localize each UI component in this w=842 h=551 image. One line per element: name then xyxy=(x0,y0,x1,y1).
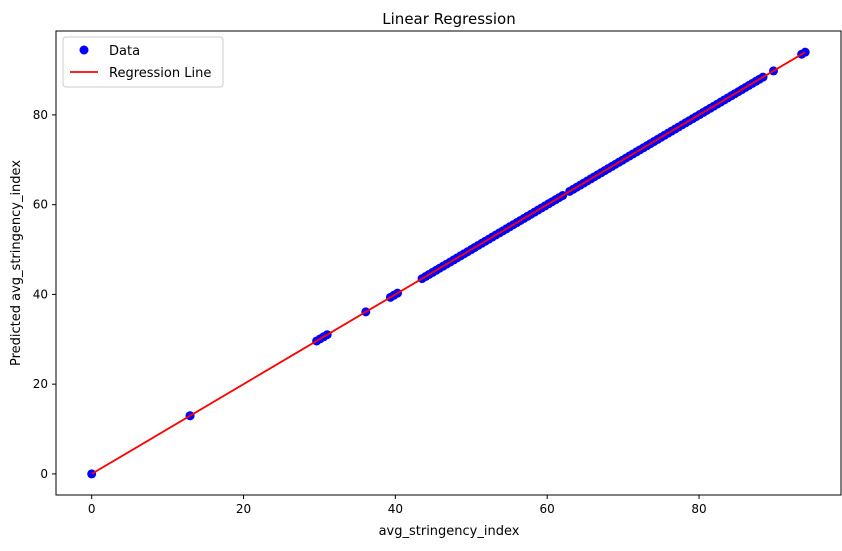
x-tick-label: 20 xyxy=(236,502,251,516)
x-tick-label: 60 xyxy=(540,502,555,516)
legend: Data Regression Line xyxy=(62,36,224,88)
x-axis-label: avg_stringency_index xyxy=(379,524,520,539)
x-axis-ticks: 0 20 40 60 80 xyxy=(88,495,707,516)
regression-line xyxy=(91,51,806,475)
legend-data-label: Data xyxy=(109,44,140,59)
y-tick-label: 40 xyxy=(33,287,48,301)
legend-regression-label: Regression Line xyxy=(109,66,211,81)
y-axis-label: Predicted avg_stringency_index xyxy=(9,160,24,366)
x-tick-label: 0 xyxy=(88,502,96,516)
y-axis-ticks: 0 20 40 60 80 xyxy=(33,108,56,481)
y-tick-label: 20 xyxy=(33,377,48,391)
chart-title: Linear Regression xyxy=(382,10,515,28)
y-tick-label: 60 xyxy=(33,198,48,212)
y-tick-label: 0 xyxy=(40,467,48,481)
plot-data-layer xyxy=(87,47,810,479)
x-tick-label: 40 xyxy=(388,502,403,516)
legend-box xyxy=(62,36,224,88)
x-tick-label: 80 xyxy=(691,502,706,516)
y-tick-label: 80 xyxy=(33,108,48,122)
legend-data-marker xyxy=(79,45,89,55)
axes-frame xyxy=(55,30,842,496)
